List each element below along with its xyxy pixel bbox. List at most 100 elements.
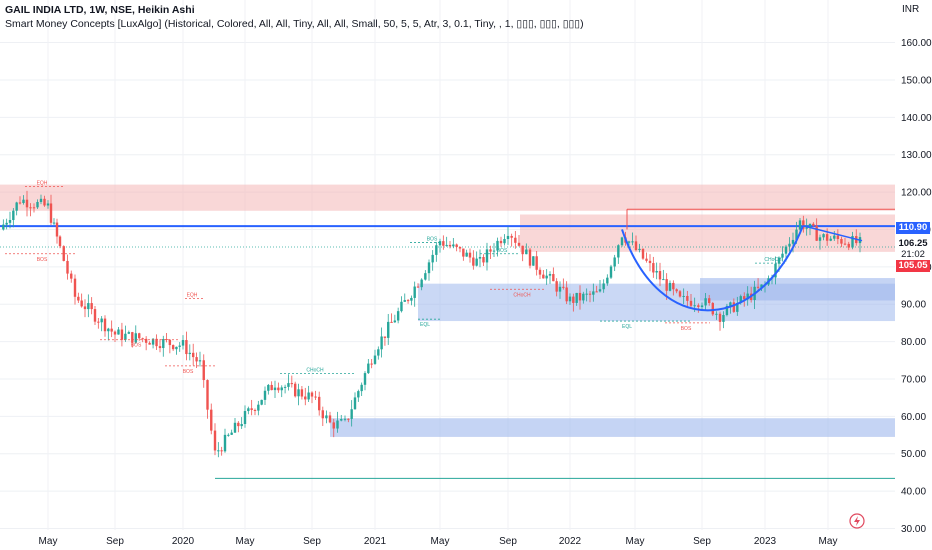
candle-body: [736, 302, 739, 312]
candle-body: [638, 248, 641, 251]
candle-body: [843, 243, 847, 245]
candle-body: [478, 257, 482, 259]
structure-label: BOS: [497, 248, 508, 254]
candle-body: [609, 266, 613, 278]
y-tick-label: 160.00: [901, 38, 932, 49]
candle-body: [668, 282, 672, 291]
candle-body: [413, 286, 416, 298]
y-tick-label: 60.00: [901, 412, 926, 423]
candle-body: [798, 220, 802, 230]
y-axis-bg: [895, 0, 932, 550]
y-tick-label: 120.00: [901, 188, 932, 199]
candle-body: [117, 329, 120, 335]
candle-body: [815, 225, 818, 241]
candle-body: [572, 296, 575, 303]
candle-body: [107, 328, 110, 332]
candle-body: [645, 258, 648, 261]
candle-body: [343, 418, 347, 420]
candle-body: [528, 249, 532, 266]
candle-body: [431, 254, 434, 263]
candle-body: [542, 274, 545, 279]
candle-body: [310, 392, 314, 397]
candle-body: [58, 236, 62, 247]
candle-body: [237, 422, 240, 427]
candle-body: [113, 331, 117, 335]
candle-body: [805, 227, 808, 229]
candle-body: [825, 234, 829, 241]
candle-body: [233, 422, 237, 433]
candle-body: [22, 199, 25, 204]
y-tick-label: 90.00: [901, 300, 926, 311]
x-tick-label: 2021: [364, 536, 387, 547]
candle-body: [708, 298, 711, 304]
candle-body: [836, 235, 840, 240]
x-tick-label: May: [431, 536, 450, 547]
candle-body: [468, 252, 472, 258]
candle-body: [277, 387, 280, 391]
candle-body: [5, 222, 8, 225]
candle-body: [357, 391, 360, 398]
candle-body: [442, 241, 445, 246]
y-tick-label: 140.00: [901, 113, 932, 124]
candle-body: [592, 291, 595, 295]
candle-body: [847, 243, 850, 248]
candle-body: [370, 363, 373, 365]
candle-body: [131, 332, 134, 343]
candle-body: [363, 373, 367, 385]
x-tick-label: Sep: [693, 536, 711, 547]
candle-body: [103, 318, 107, 332]
x-axis-bg: [0, 530, 895, 550]
candle-body: [517, 242, 521, 246]
candle-body: [380, 336, 383, 350]
y-tick-label: 50.00: [901, 449, 926, 460]
indicator-legend[interactable]: Smart Money Concepts [LuxAlgo] (Historic…: [5, 18, 584, 30]
candle-body: [682, 295, 685, 297]
candle-body: [689, 300, 693, 306]
candle-body: [148, 342, 151, 345]
candle-body: [283, 386, 287, 388]
candle-body: [195, 357, 198, 362]
candle-body: [631, 241, 634, 243]
candle-body: [270, 384, 273, 391]
lightning-icon[interactable]: [849, 513, 865, 529]
candle-body: [400, 301, 403, 312]
candle-body: [321, 410, 324, 419]
candle-body: [90, 303, 93, 310]
structure-marks: EQH BOS EQH BOS BOS CHoCH BOS BOS CHoCH EQL EQL BOS…: [5, 180, 785, 375]
y-tick-label: 150.00: [901, 75, 932, 86]
candle-body: [171, 345, 175, 350]
candle-body: [565, 287, 568, 302]
candle-body: [658, 271, 662, 280]
structure-label: BOS: [681, 326, 692, 332]
candle-body: [472, 257, 475, 266]
candle-body: [777, 257, 781, 264]
currency-label: INR: [902, 4, 919, 15]
candle-body: [70, 273, 73, 279]
candle-body: [110, 328, 113, 332]
candle-body: [711, 303, 714, 315]
candle-body: [538, 269, 542, 275]
candle-body: [606, 277, 609, 284]
structure-label: EQH: [37, 180, 48, 186]
candle-body: [340, 419, 343, 421]
candle-body: [263, 390, 267, 400]
candle-body: [725, 305, 729, 316]
candle-body: [802, 220, 805, 229]
candle-body: [514, 237, 517, 243]
candle-body: [739, 296, 742, 303]
structure-label: BOS: [37, 257, 48, 263]
candle-body: [555, 281, 558, 292]
y-tick-label: 30.00: [901, 524, 926, 535]
candle-body: [124, 333, 127, 340]
candle-body: [77, 296, 80, 301]
candle-body: [138, 333, 141, 339]
candle-body: [336, 420, 339, 429]
candle-body: [438, 241, 442, 246]
candle-body: [210, 409, 213, 431]
candle-body: [393, 320, 397, 323]
candle-body: [851, 236, 854, 248]
candle-body: [693, 305, 696, 307]
structure-label: CHoCH: [764, 257, 782, 263]
candle-body: [297, 389, 300, 397]
